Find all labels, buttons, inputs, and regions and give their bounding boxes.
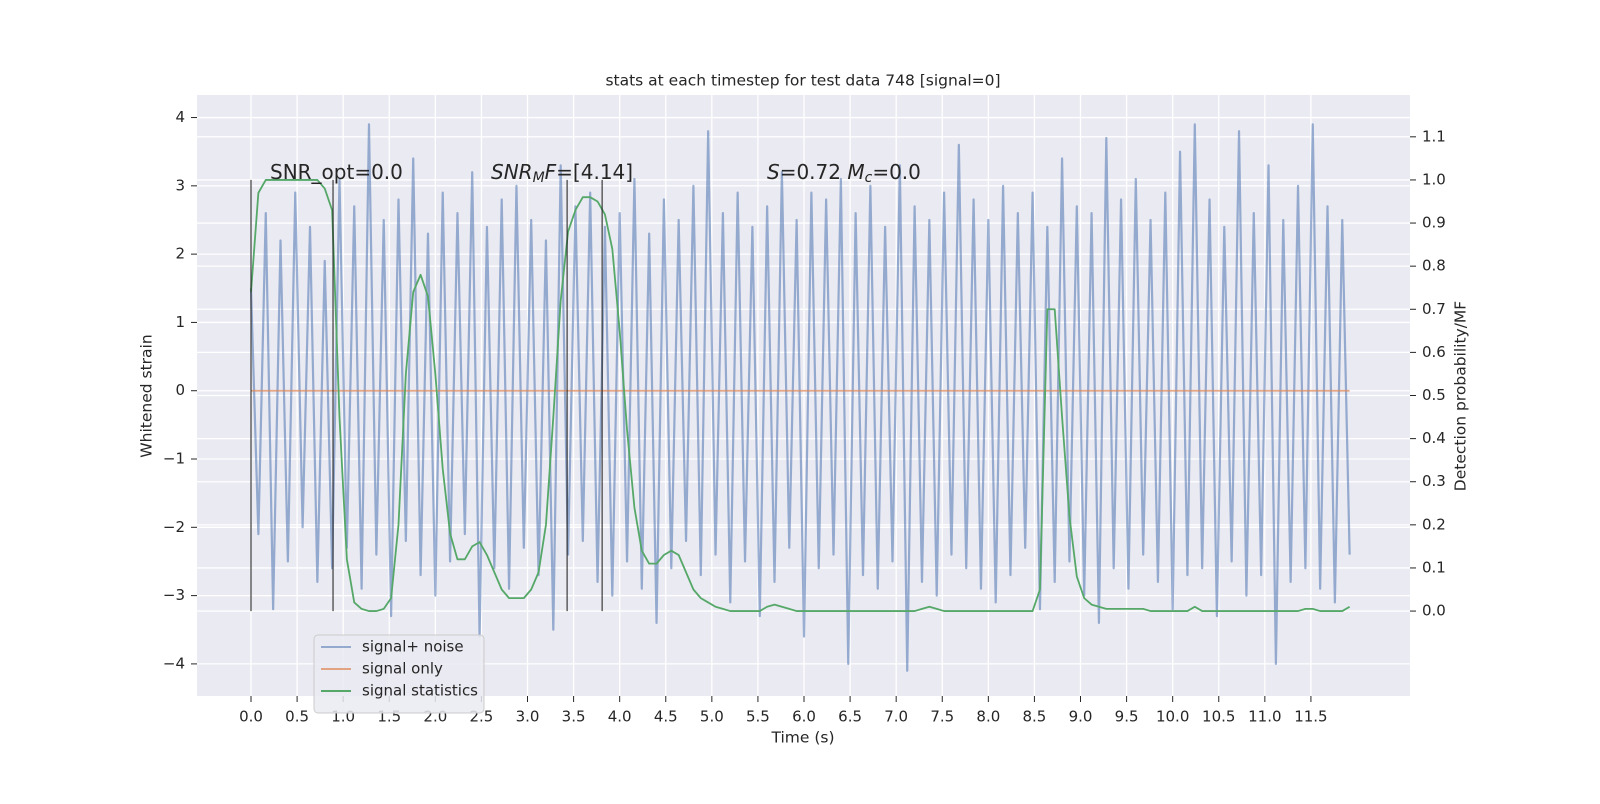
y2-tick-label: 0.0 [1422,602,1446,620]
chart-title: stats at each timestep for test data 748… [605,72,1000,90]
legend-box [313,634,485,714]
series-line [250,179,1351,612]
x-tick-label: 0.5 [285,708,309,726]
annotation: S=0.72 Mc=0.0 [767,160,921,187]
x-tick-label: 3.5 [562,708,586,726]
x-tick-label: 5.0 [700,708,724,726]
annotation-part: SNR_opt=0.0 [270,160,403,184]
y2-tick-label: 1.1 [1422,127,1446,145]
y2-tick-label: 0.6 [1422,343,1446,361]
x-tick-label: 4.5 [654,708,678,726]
y2-tick-label: 0.7 [1422,300,1446,318]
annotation: SNRMF=[4.14] [491,160,633,187]
x-tick-label: 9.5 [1115,708,1139,726]
legend-label: signal statistics [362,682,478,700]
y-tick-label: 0 [175,381,185,399]
annotation-part: =[4.14] [556,160,633,184]
y-tick-label: −2 [163,518,185,536]
x-tick-label: 10.5 [1202,708,1235,726]
annotation-part: =0.72 [780,160,848,184]
x-axis-label: Time (s) [770,729,834,747]
annotation-part: M [533,170,545,186]
y-tick-label: 2 [175,245,185,263]
annotation-part: F [545,160,557,184]
y2-tick-label: 0.5 [1422,386,1446,404]
x-tick-label: 0.0 [239,708,263,726]
y2-tick-label: 0.3 [1422,472,1446,490]
x-tick-label: 11.0 [1248,708,1281,726]
y2-tick-label: 0.8 [1422,257,1446,275]
x-tick-label: 6.5 [838,708,862,726]
x-tick-label: 9.0 [1069,708,1093,726]
y-tick-label: 4 [175,108,185,126]
annotation-part: M [847,160,864,184]
y-axis-label: Whitened strain [138,334,156,457]
y-tick-label: 1 [175,313,185,331]
annotation-part: c [865,170,873,186]
legend-label: signal only [362,660,443,678]
legend: signal+ noise signal only signal statistic… [313,634,485,714]
legend-label: signal+ noise [362,638,464,656]
annotation-part: =0.0 [872,160,921,184]
y-tick-label: −1 [163,450,185,468]
x-tick-label: 7.0 [884,708,908,726]
annotation-part: SNR [491,160,533,184]
x-tick-label: 7.5 [930,708,954,726]
y2-tick-label: 0.1 [1422,558,1446,576]
x-tick-label: 8.5 [1022,708,1046,726]
series-line [249,123,1351,672]
y2-axis-label: Detection probability/MF [1452,301,1470,492]
x-tick-label: 5.5 [746,708,770,726]
y-tick-label: −3 [163,586,185,604]
x-tick-label: 4.0 [608,708,632,726]
y-tick-label: 3 [175,176,185,194]
x-tick-label: 10.0 [1156,708,1189,726]
x-tick-label: 11.5 [1294,708,1327,726]
x-tick-label: 6.0 [792,708,816,726]
y-tick-label: −4 [163,654,185,672]
y2-tick-label: 0.2 [1422,515,1446,533]
y2-tick-label: 0.4 [1422,429,1446,447]
annotation: SNR_opt=0.0 [270,160,403,184]
annotation-part: S [767,160,780,184]
x-tick-label: 3.0 [516,708,540,726]
y2-tick-label: 0.9 [1422,214,1446,232]
y2-tick-label: 1.0 [1422,170,1446,188]
x-tick-label: 8.0 [976,708,1000,726]
